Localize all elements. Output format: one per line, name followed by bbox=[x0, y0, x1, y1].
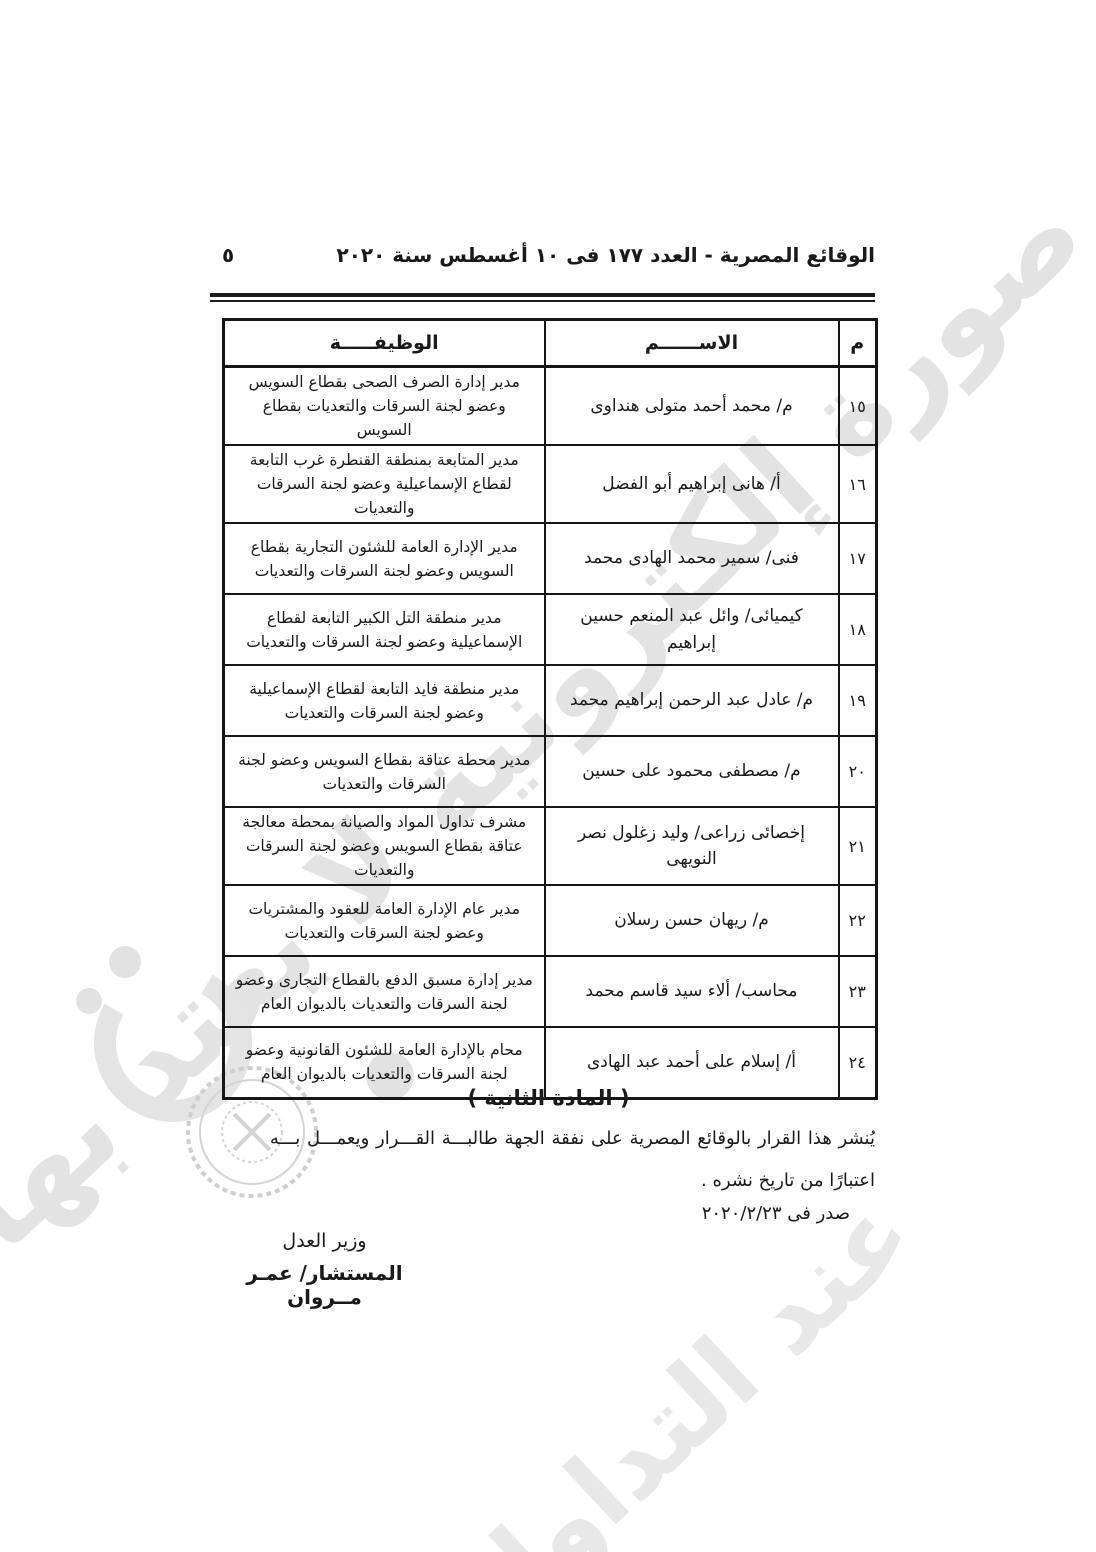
name-cell: م/ محمد أحمد متولى هنداوى bbox=[543, 365, 840, 447]
table-row: ٢٣ محاسب/ ألاء سيد قاسم محمد مدير إدارة … bbox=[222, 955, 878, 1029]
position-cell: مدير منطقة التل الكبير التابعة لقطاع الإ… bbox=[222, 593, 546, 667]
serial-cell: ١٦ bbox=[837, 444, 878, 525]
table-row: ١٧ فنى/ سمير محمد الهادى محمد مدير الإدا… bbox=[222, 522, 878, 596]
column-header-position: الوظيفـــــة bbox=[222, 318, 546, 368]
table-row: ١٩ م/ عادل عبد الرحمن إبراهيم محمد مدير … bbox=[222, 664, 878, 738]
table-row: ٢٢ م/ ريهان حسن رسلان مدير عام الإدارة ا… bbox=[222, 884, 878, 958]
table-row: ٢١ إخصائى زراعى/ وليد زغلول نصر النويهى … bbox=[222, 806, 878, 887]
gazette-title: الوقائع المصرية - العدد ١٧٧ فى ١٠ أغسطس … bbox=[336, 243, 876, 267]
position-cell: مدير محطة عتاقة بقطاع السويس وعضو لجنة ا… bbox=[222, 735, 546, 809]
position-cell: مدير عام الإدارة العامة للعقود والمشتريا… bbox=[222, 884, 546, 958]
serial-cell: ٢٠ bbox=[837, 735, 878, 809]
position-cell: مدير الإدارة العامة للشئون التجارية بقطا… bbox=[222, 522, 546, 596]
article-body-line2: اعتبارًا من تاريخ نشره . bbox=[701, 1170, 875, 1191]
name-cell: أ/ هانى إبراهيم أبو الفضل bbox=[543, 444, 840, 525]
serial-cell: ٢٤ bbox=[837, 1026, 878, 1100]
minister-name: المستشار/ عمـر مــروان bbox=[246, 1261, 403, 1309]
table-row: ١٥ م/ محمد أحمد متولى هنداوى مدير إدارة … bbox=[222, 365, 878, 447]
position-cell: مدير إدارة الصرف الصحى بقطاع السويس وعضو… bbox=[222, 365, 546, 447]
name-cell: م/ مصطفى محمود على حسين bbox=[543, 735, 840, 809]
table-row: ١٦ أ/ هانى إبراهيم أبو الفضل مدير المتاب… bbox=[222, 444, 878, 525]
name-cell: أ/ إسلام على أحمد عبد الهادى bbox=[543, 1026, 840, 1100]
serial-cell: ٢١ bbox=[837, 806, 878, 887]
appointees-table: م الاســــــم الوظيفـــــة ١٥ م/ محمد أح… bbox=[222, 318, 878, 1100]
table-row: ١٨ كيميائى/ وائل عبد المنعم حسين إبراهيم… bbox=[222, 593, 878, 667]
watermark-text-diagonal-2: عند التداول bbox=[430, 1171, 936, 1552]
name-cell: م/ عادل عبد الرحمن إبراهيم محمد bbox=[543, 664, 840, 738]
name-cell: محاسب/ ألاء سيد قاسم محمد bbox=[543, 955, 840, 1029]
serial-cell: ١٩ bbox=[837, 664, 878, 738]
position-cell: مدير المتابعة بمنطقة القنطرة غرب التابعة… bbox=[222, 444, 546, 525]
running-head: الوقائع المصرية - العدد ١٧٧ فى ١٠ أغسطس … bbox=[222, 243, 875, 267]
page-number: ٥ bbox=[222, 243, 235, 267]
position-cell: مدير إدارة مسبق الدفع بالقطاع التجارى وع… bbox=[222, 955, 546, 1029]
position-cell: مدير منطقة فايد التابعة لقطاع الإسماعيلي… bbox=[222, 664, 546, 738]
serial-cell: ٢٣ bbox=[837, 955, 878, 1029]
issue-date: صدر فى ٢٠٢٠/٢/٢٣ bbox=[701, 1203, 850, 1224]
signature-block: وزير العدل المستشار/ عمـر مــروان bbox=[222, 1230, 427, 1309]
header-rule bbox=[210, 293, 875, 302]
name-cell: إخصائى زراعى/ وليد زغلول نصر النويهى bbox=[543, 806, 840, 887]
column-header-name: الاســــــم bbox=[543, 318, 840, 368]
serial-cell: ١٧ bbox=[837, 522, 878, 596]
serial-cell: ٢٢ bbox=[837, 884, 878, 958]
serial-cell: ١٨ bbox=[837, 593, 878, 667]
name-cell: م/ ريهان حسن رسلان bbox=[543, 884, 840, 958]
position-cell: مشرف تداول المواد والصيانة بمحطة معالجة … bbox=[222, 806, 546, 887]
table-header-row: م الاســــــم الوظيفـــــة bbox=[222, 318, 878, 368]
article-body-line1: يُنشر هذا القرار بالوقائع المصرية على نف… bbox=[269, 1128, 875, 1149]
watermark-dot bbox=[109, 946, 141, 978]
column-header-serial: م bbox=[837, 318, 878, 368]
watermark-dot bbox=[76, 988, 102, 1014]
table-row: ٢٠ م/ مصطفى محمود على حسين مدير محطة عتا… bbox=[222, 735, 878, 809]
minister-title: وزير العدل bbox=[282, 1230, 367, 1252]
name-cell: فنى/ سمير محمد الهادى محمد bbox=[543, 522, 840, 596]
article-two-heading: ( المادة الثانية ) bbox=[467, 1086, 630, 1110]
serial-cell: ١٥ bbox=[837, 365, 878, 447]
name-cell: كيميائى/ وائل عبد المنعم حسين إبراهيم bbox=[543, 593, 840, 667]
